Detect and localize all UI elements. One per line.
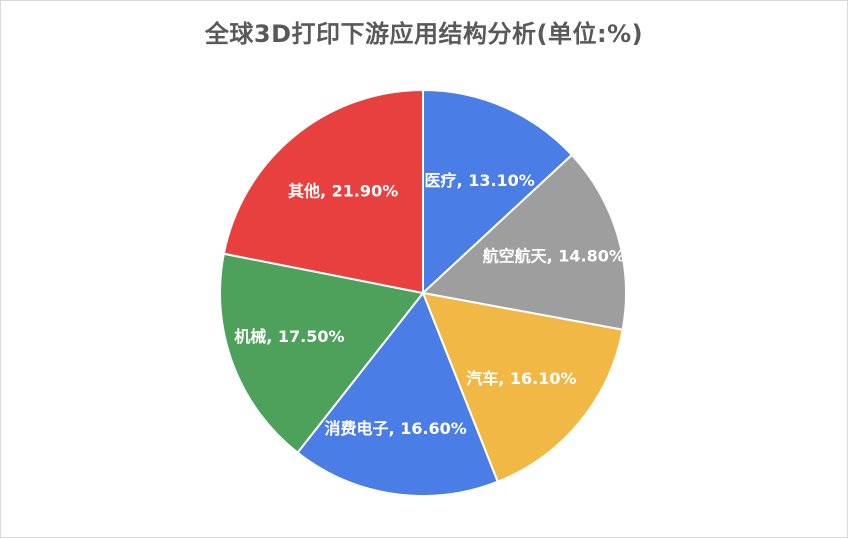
- pie-slice-2: [420, 153, 627, 331]
- pie-slice-3: [421, 291, 624, 484]
- pie-labels: 医疗, 13.10% 航空航天, 14.80% 汽车, 16.10% 消费电子, 16…: [234, 171, 625, 438]
- pie-label-6: 其他, 21.90%: [288, 181, 398, 200]
- pie-label-2: 航空航天, 14.80%: [483, 246, 625, 265]
- pie-label-1: 医疗, 13.10%: [425, 171, 535, 190]
- pie-slice-5: [219, 252, 425, 455]
- pie-label-4: 消费电子, 16.60%: [325, 419, 467, 438]
- pie-slice-1: [422, 88, 574, 296]
- pie-slices: [219, 88, 627, 497]
- pie-label-5: 机械, 17.50%: [234, 327, 344, 346]
- pie-slice-6: [222, 88, 424, 295]
- pie-label-3: 汽车, 16.10%: [466, 369, 576, 388]
- chart-title: 全球3D打印下游应用结构分析(单位:%): [204, 20, 644, 48]
- pie-slice-4: [296, 291, 500, 497]
